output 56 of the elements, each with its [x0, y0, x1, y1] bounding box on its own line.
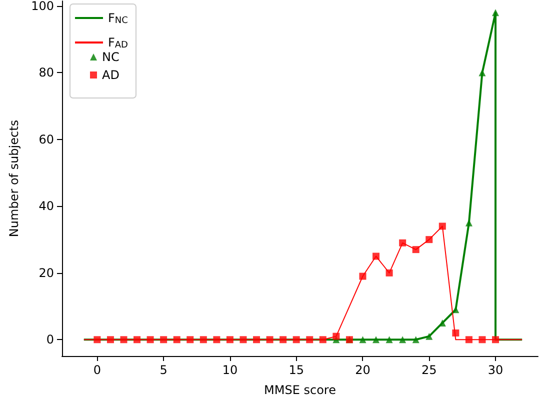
- point: [94, 336, 101, 344]
- point: [452, 306, 460, 314]
- point: [386, 336, 393, 344]
- point: [426, 332, 433, 340]
- point: [306, 336, 314, 344]
- point: [160, 336, 168, 344]
- point: [492, 336, 500, 344]
- legend-label: AD: [102, 68, 120, 82]
- point: [399, 239, 406, 246]
- point: [186, 336, 194, 344]
- x-tick-label: 25: [421, 363, 437, 377]
- point: [319, 336, 326, 344]
- point: [438, 222, 446, 230]
- y-tick-label: 20: [38, 266, 54, 280]
- point: [213, 336, 220, 344]
- y-axis-title: Number of subjects: [7, 120, 22, 238]
- x-tick-label: 30: [488, 363, 504, 377]
- x-tick-label: 5: [160, 363, 168, 377]
- point: [226, 336, 234, 344]
- point: [120, 336, 128, 344]
- point: [146, 336, 154, 344]
- y-tick-label: 0: [46, 332, 54, 347]
- y-tick-label: 80: [38, 66, 54, 80]
- y-tick-label: 60: [38, 132, 54, 146]
- point: [253, 336, 260, 344]
- point: [386, 269, 393, 276]
- point: [332, 332, 340, 340]
- point: [359, 272, 366, 280]
- point: [372, 336, 380, 344]
- point: [372, 252, 380, 260]
- point: [465, 336, 472, 344]
- x-tick-label: 10: [222, 363, 238, 377]
- x-tick-label: 0: [93, 363, 102, 377]
- point: [266, 336, 274, 344]
- x-axis-title: MMSE score: [264, 383, 336, 397]
- point: [452, 329, 460, 336]
- x-tick-label: 20: [355, 363, 370, 377]
- y-tick-label: 100: [31, 0, 54, 14]
- point: [412, 246, 420, 254]
- point: [106, 336, 114, 344]
- point: [200, 336, 207, 344]
- point: [478, 336, 486, 344]
- point: [478, 69, 486, 76]
- point: [412, 336, 420, 344]
- point: [280, 336, 287, 344]
- point: [240, 336, 247, 344]
- point: [173, 336, 180, 344]
- point: [426, 236, 433, 244]
- y-tick-label: 40: [38, 199, 54, 214]
- point: [134, 336, 141, 344]
- point: [359, 336, 366, 344]
- point: [492, 9, 500, 16]
- x-tick-label: 15: [288, 363, 304, 377]
- point: [399, 336, 406, 344]
- legend-label: NC: [102, 50, 120, 64]
- point: [292, 336, 300, 344]
